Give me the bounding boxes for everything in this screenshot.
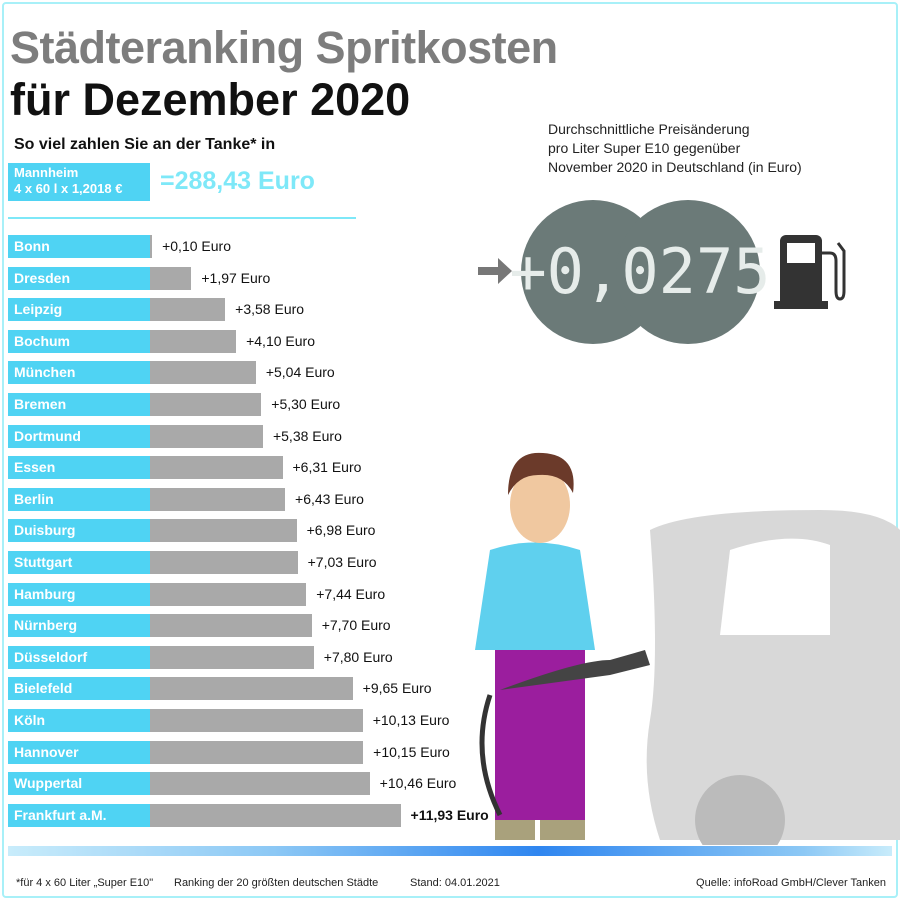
person-shirt	[475, 542, 595, 650]
reference-value: =288,43 Euro	[160, 167, 315, 195]
city-label: Bielefeld	[8, 677, 150, 701]
desc-line: Durchschnittliche Preisänderung	[548, 121, 750, 137]
reference-box: Mannheim 4 x 60 l x 1,2018 €	[8, 163, 150, 201]
price-change-description: Durchschnittliche Preisänderung pro Lite…	[548, 120, 802, 177]
value-label: +5,30 Euro	[271, 396, 341, 412]
value-label: +9,65 Euro	[362, 680, 432, 697]
city-label: Hannover	[8, 740, 150, 764]
value-label: +6,43 Euro	[295, 490, 364, 507]
bar	[150, 266, 192, 290]
person-head	[510, 467, 570, 543]
value-label: +1,97 Euro	[201, 269, 271, 286]
bar	[150, 551, 298, 574]
price-change-value: +0,0275	[509, 235, 770, 308]
value-label: +3,58 Euro	[235, 301, 305, 318]
city-label: Nürnberg	[8, 614, 150, 638]
car-window	[720, 538, 830, 635]
illustration	[475, 452, 900, 845]
subtitle: So viel zahlen Sie an der Tanke* in	[14, 136, 276, 153]
fuel-pump-icon	[774, 235, 846, 309]
bar	[150, 329, 237, 353]
city-label: Duisburg	[8, 519, 150, 543]
arrow-right-icon	[478, 258, 512, 284]
city-label: Frankfurt a.M.	[8, 803, 150, 827]
bar	[150, 393, 262, 416]
value-label: +6,31 Euro	[292, 459, 362, 476]
city-label: Berlin	[8, 487, 150, 511]
city-label: Bremen	[8, 393, 150, 416]
value-label: +10,15 Euro	[373, 743, 450, 760]
bar	[150, 487, 286, 511]
bar	[150, 298, 226, 322]
car	[646, 510, 900, 840]
city-label: Düsseldorf	[8, 645, 150, 669]
footer-ranking: Ranking der 20 größten deutschen Städte	[174, 877, 379, 889]
gauge-circle	[616, 200, 760, 344]
city-label: Dortmund	[8, 424, 150, 448]
city-label: Bochum	[8, 329, 150, 353]
separator	[8, 217, 356, 219]
city-label: Bonn	[8, 235, 150, 258]
value-label: +10,46 Euro	[379, 775, 457, 792]
city-label: Hamburg	[8, 582, 150, 606]
car-wheel	[695, 775, 785, 845]
value-label: +10,13 Euro	[372, 712, 450, 728]
value-label: +6,98 Euro	[306, 522, 376, 539]
city-label: Wuppertal	[8, 772, 150, 796]
price-change-graphic: +0,0275	[478, 200, 846, 344]
value-label: +11,93 Euro	[410, 806, 489, 823]
bar	[150, 456, 283, 480]
bar	[150, 772, 370, 796]
person-shoe	[495, 820, 535, 840]
reference-city: Mannheim	[14, 165, 79, 180]
value-label: +7,80 Euro	[323, 648, 393, 665]
bar	[150, 740, 364, 764]
value-label: +5,38 Euro	[272, 427, 342, 444]
person-hair	[508, 452, 574, 495]
bar	[150, 803, 401, 827]
city-label: Dresden	[8, 266, 150, 290]
bar	[150, 361, 256, 385]
value-label: +5,04 Euro	[265, 364, 335, 381]
title-line-1: Städteranking Spritkosten	[10, 22, 558, 73]
bar	[150, 582, 307, 606]
bar	[150, 645, 314, 669]
person-shoe	[540, 820, 585, 840]
city-label: Essen	[8, 456, 150, 480]
value-label: +7,03 Euro	[307, 554, 377, 570]
city-label: Stuttgart	[8, 551, 150, 574]
bar	[150, 235, 153, 258]
footer-source: Quelle: infoRoad GmbH/Clever Tanken	[696, 877, 886, 889]
decorative-strip	[8, 846, 892, 856]
bar	[150, 519, 297, 543]
desc-line: November 2020 in Deutschland (in Euro)	[548, 159, 802, 175]
reference-formula: 4 x 60 l x 1,2018 €	[14, 181, 123, 196]
fuel-hose	[479, 694, 503, 817]
bar	[150, 709, 363, 732]
city-label: Leipzig	[8, 298, 150, 322]
bar	[150, 677, 353, 701]
value-label: +0,10 Euro	[162, 238, 231, 254]
city-label: Köln	[8, 709, 150, 732]
title-line-2: für Dezember 2020	[10, 74, 411, 125]
desc-line: pro Liter Super E10 gegenüber	[548, 140, 741, 156]
city-label: München	[8, 361, 150, 385]
fuel-nozzle	[500, 650, 650, 690]
value-label: +4,10 Euro	[246, 332, 315, 349]
bar	[150, 614, 312, 638]
footer-note: *für 4 x 60 Liter „Super E10"	[16, 877, 154, 889]
footer-date: Stand: 04.01.2021	[410, 877, 500, 889]
value-label: +7,70 Euro	[321, 617, 391, 634]
value-label: +7,44 Euro	[316, 585, 386, 602]
bar	[150, 424, 263, 448]
